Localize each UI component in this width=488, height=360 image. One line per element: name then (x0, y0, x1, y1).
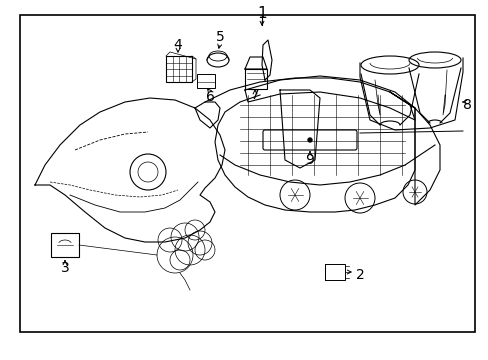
Text: 7: 7 (250, 88, 259, 102)
Text: 8: 8 (462, 98, 470, 112)
Text: 9: 9 (305, 153, 314, 167)
Circle shape (307, 138, 311, 142)
Text: 5: 5 (215, 30, 224, 44)
Text: 2: 2 (355, 268, 364, 282)
Bar (244, 69, 266, 89)
Text: 1: 1 (257, 5, 266, 21)
Bar (165, 56, 192, 82)
Bar (325, 264, 345, 280)
Text: 6: 6 (205, 90, 214, 104)
Bar (197, 74, 215, 88)
Text: 4: 4 (173, 38, 182, 52)
Text: 3: 3 (61, 261, 69, 275)
Bar (51, 233, 79, 257)
FancyBboxPatch shape (263, 130, 356, 150)
Bar (20, 15, 474, 332)
